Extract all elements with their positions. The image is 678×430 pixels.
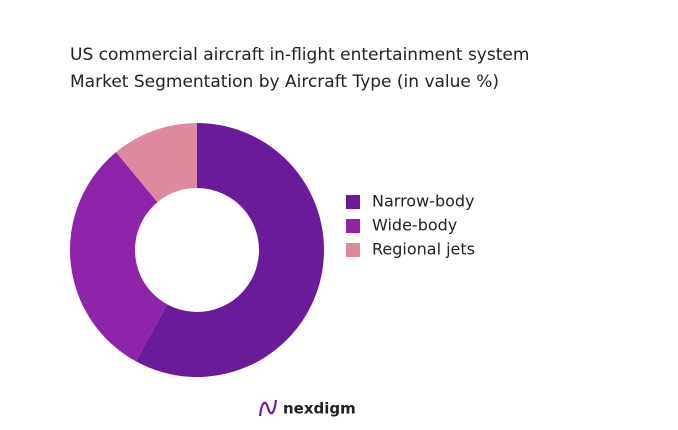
donut-segment	[69, 152, 168, 362]
donut-segment	[135, 123, 324, 377]
legend-label: Wide-body	[372, 216, 457, 235]
logo-icon	[258, 399, 278, 417]
legend-label: Narrow-body	[372, 192, 475, 211]
legend-label: Regional jets	[372, 240, 475, 259]
chart-title: US commercial aircraft in-flight enterta…	[70, 45, 529, 65]
donut-segment	[116, 123, 197, 203]
legend-swatch	[346, 195, 360, 209]
legend-swatch	[346, 219, 360, 233]
legend-swatch	[346, 243, 360, 257]
chart-subtitle: Market Segmentation by Aircraft Type (in…	[70, 72, 499, 92]
logo-text: nexdigm	[283, 400, 356, 418]
logo: nexdigm	[258, 399, 356, 418]
